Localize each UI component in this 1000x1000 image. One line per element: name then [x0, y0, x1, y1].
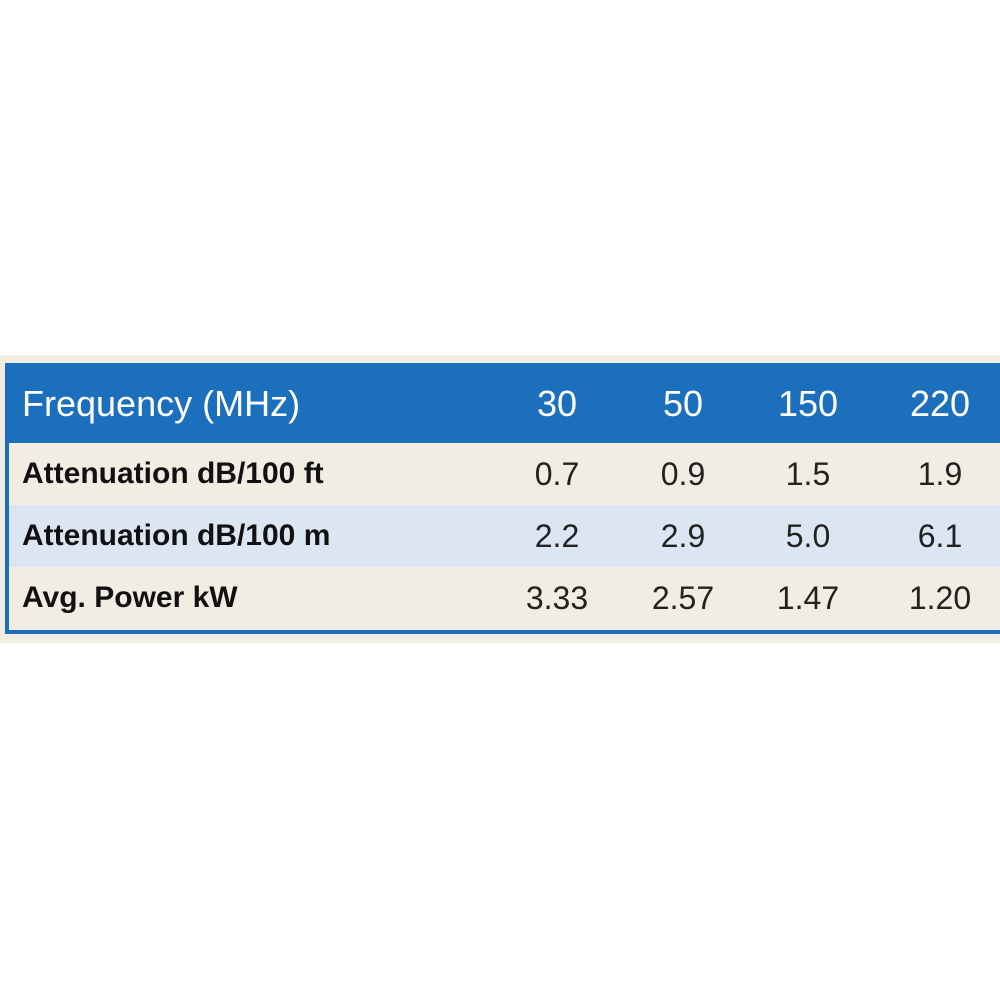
table-row: Attenuation dB/100 m 2.2 2.9 5.0 6.1 — [9, 505, 1000, 567]
cell-value: 0.9 — [660, 455, 706, 492]
cell-value: 30 — [536, 383, 578, 424]
table-row: Avg. Power kW 3.33 2.57 1.47 1.20 — [9, 567, 1000, 629]
cell-value: 2.57 — [651, 579, 715, 616]
cell-value: 5.0 — [785, 517, 831, 554]
cell-value: 3.33 — [525, 579, 589, 616]
cell-value: 220 — [909, 383, 971, 424]
table-row: Attenuation dB/100 ft 0.7 0.9 1.5 1.9 — [9, 443, 1000, 505]
cell-value: 6.1 — [917, 517, 963, 554]
cell-value: 1.9 — [917, 455, 963, 492]
cell-value: 150 — [777, 383, 839, 424]
cell-value: 1.20 — [908, 579, 972, 616]
header-row: Frequency (MHz) 30 50 150 220 — [9, 365, 1000, 443]
row-label: Attenuation dB/100 ft — [22, 457, 324, 490]
cell-value: 1.5 — [785, 455, 831, 492]
cell-value: 2.2 — [534, 517, 580, 554]
row-label: Avg. Power kW — [22, 581, 238, 614]
table: Frequency (MHz) 30 50 150 220 Attenuation dB/… — [5, 363, 1000, 634]
row-label: Attenuation dB/100 m — [22, 519, 331, 552]
cell-value: 50 — [662, 383, 704, 424]
cell-value: 0.7 — [534, 455, 580, 492]
cell-value: 1.47 — [776, 579, 840, 616]
row-label: Frequency (MHz) — [22, 383, 301, 424]
cell-value: 2.9 — [660, 517, 706, 554]
